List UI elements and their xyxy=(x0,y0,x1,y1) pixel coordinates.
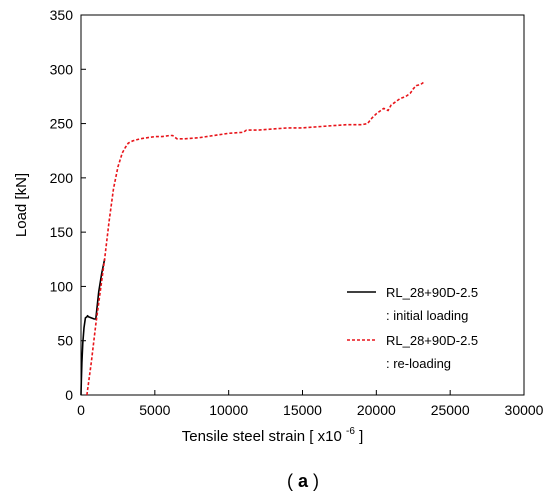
y-tick-label-300: 300 xyxy=(50,61,74,77)
x-axis-label: Tensile steel strain [ x10 -6 ] xyxy=(182,421,364,445)
x-axis-ticks: 0 5000 10000 15000 20000 25000 30000 xyxy=(77,390,544,418)
y-tick-label-350: 350 xyxy=(50,7,74,23)
x-tick-label-20000: 20000 xyxy=(357,402,396,418)
series-line-re-loading xyxy=(86,81,425,396)
legend-sublabel-re-loading: : re-loading xyxy=(386,356,451,371)
y-tick-label-150: 150 xyxy=(50,224,74,240)
plot-frame xyxy=(80,14,525,396)
caption-letter: a xyxy=(298,471,309,491)
plot-area xyxy=(80,14,525,396)
caption-open-paren: ( xyxy=(287,471,293,491)
y-tick-label-200: 200 xyxy=(50,170,74,186)
x-tick-label-0: 0 xyxy=(77,402,85,418)
legend-label-re-loading: RL_28+90D-2.5 xyxy=(386,333,478,348)
x-tick-label-30000: 30000 xyxy=(505,402,544,418)
y-tick-label-0: 0 xyxy=(65,387,73,403)
x-tick-label-15000: 15000 xyxy=(283,402,322,418)
y-axis-label: Load [kN] xyxy=(13,173,30,237)
y-axis-ticks: 0 50 100 150 200 250 300 350 xyxy=(50,7,86,403)
y-tick-label-50: 50 xyxy=(57,333,73,349)
x-axis-label-suffix: ] xyxy=(359,428,363,445)
legend: RL_28+90D-2.5 : initial loading RL_28+90… xyxy=(347,285,478,371)
x-tick-label-25000: 25000 xyxy=(431,402,470,418)
series-lines xyxy=(80,81,425,396)
x-axis-label-main: Tensile steel strain [ x10 xyxy=(182,428,342,445)
legend-label-initial-loading: RL_28+90D-2.5 xyxy=(386,285,478,300)
x-tick-label-5000: 5000 xyxy=(139,402,170,418)
y-tick-label-100: 100 xyxy=(50,278,74,294)
caption-close-paren: ) xyxy=(313,471,319,491)
x-tick-label-10000: 10000 xyxy=(209,402,248,418)
series-line-initial-loading xyxy=(80,259,106,396)
figure-caption: ( a ) xyxy=(287,471,319,491)
x-axis-label-superscript: -6 xyxy=(346,426,355,437)
legend-sublabel-initial-loading: : initial loading xyxy=(386,308,468,323)
y-tick-label-250: 250 xyxy=(50,116,74,132)
